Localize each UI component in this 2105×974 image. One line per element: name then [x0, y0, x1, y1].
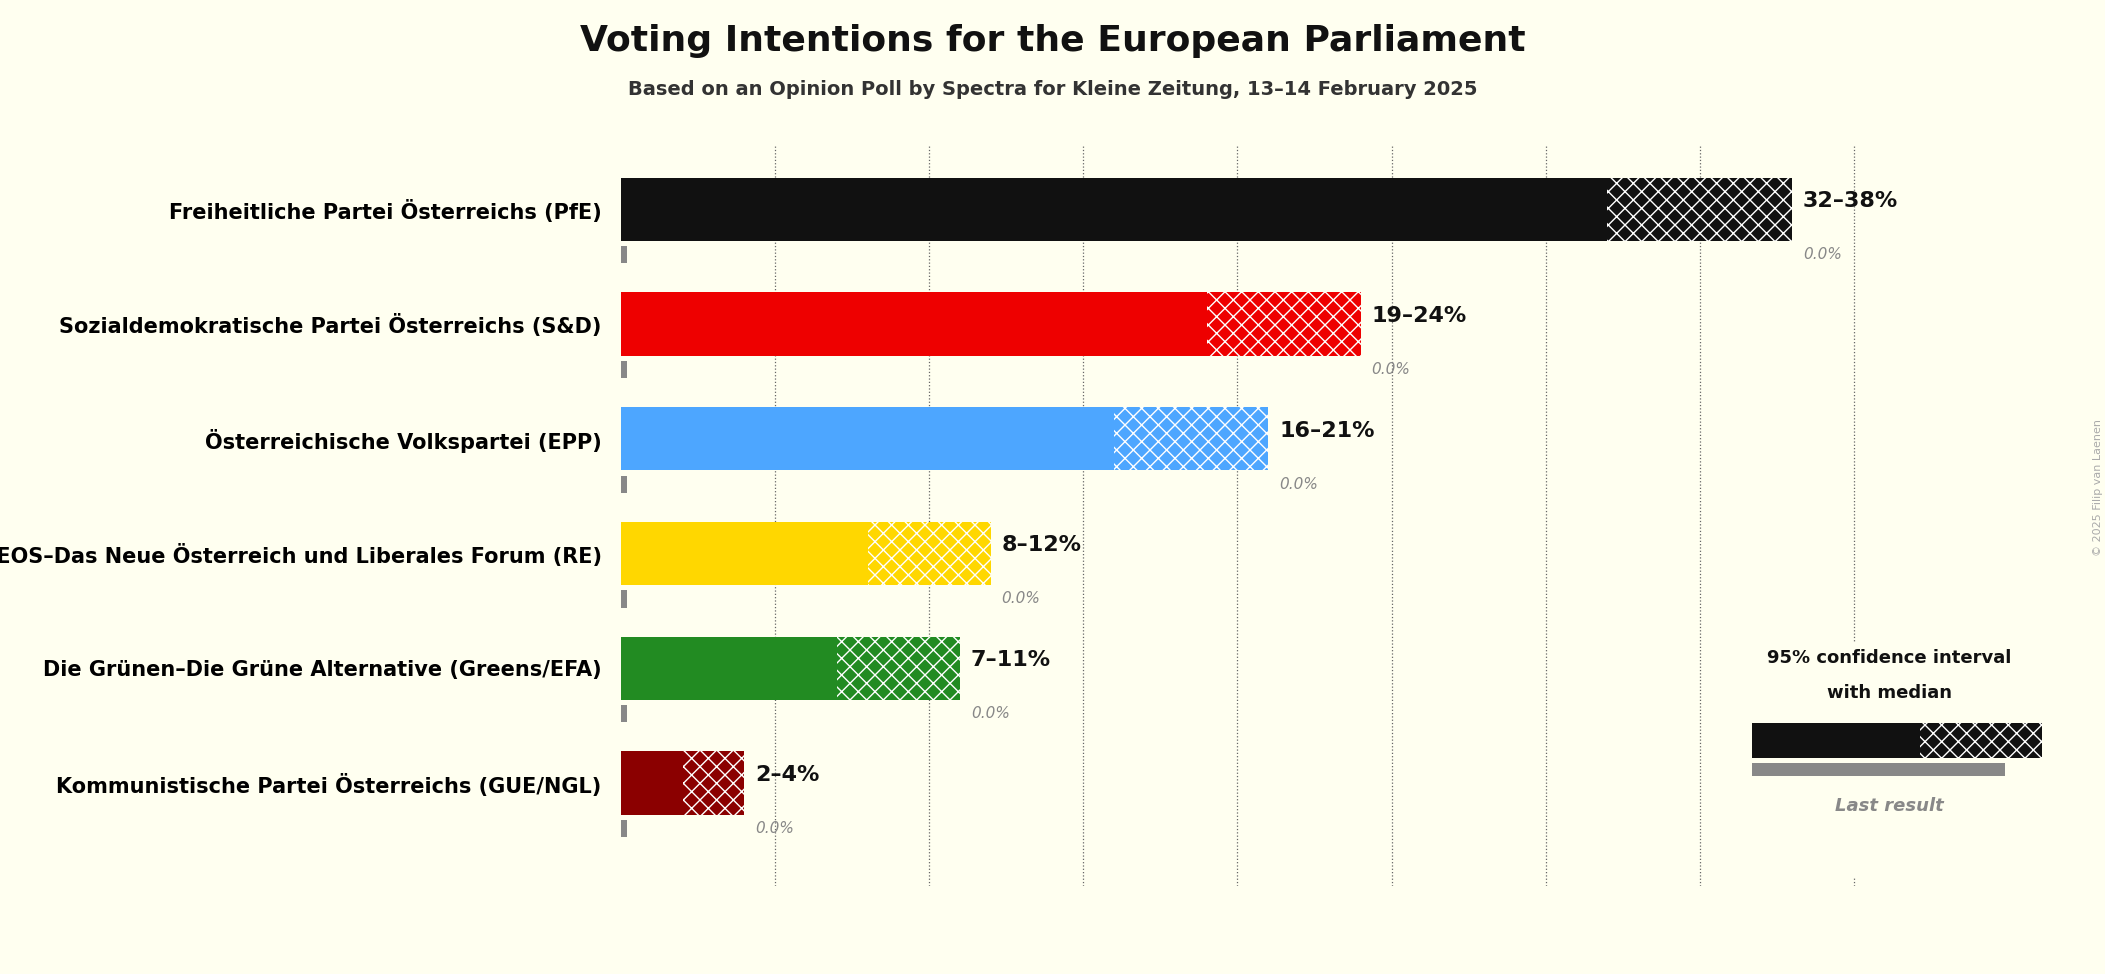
- Bar: [1206, 292, 1360, 356]
- Bar: [621, 475, 627, 493]
- Bar: [1920, 723, 2042, 758]
- Text: Based on an Opinion Poll by Spectra for Kleine Zeitung, 13–14 February 2025: Based on an Opinion Poll by Spectra for …: [627, 80, 1478, 99]
- Text: 2–4%: 2–4%: [756, 765, 819, 785]
- Text: Last result: Last result: [1836, 798, 1943, 815]
- Text: 32–38%: 32–38%: [1804, 191, 1899, 211]
- Bar: [621, 292, 1206, 356]
- Bar: [621, 637, 836, 700]
- Bar: [1608, 177, 1791, 241]
- Bar: [836, 637, 960, 700]
- Bar: [1751, 764, 2006, 775]
- Bar: [867, 522, 991, 585]
- Text: 16–21%: 16–21%: [1280, 421, 1375, 440]
- Bar: [1114, 407, 1267, 470]
- Bar: [621, 246, 627, 263]
- Bar: [621, 590, 627, 608]
- Bar: [621, 705, 627, 723]
- Text: 0.0%: 0.0%: [1002, 591, 1040, 607]
- Text: 0.0%: 0.0%: [756, 821, 794, 836]
- Text: 0.0%: 0.0%: [1372, 362, 1410, 377]
- Text: Voting Intentions for the European Parliament: Voting Intentions for the European Parli…: [579, 24, 1526, 58]
- Bar: [621, 752, 682, 814]
- Text: 8–12%: 8–12%: [1002, 536, 1082, 555]
- Bar: [621, 177, 1608, 241]
- Bar: [621, 820, 627, 837]
- Text: 19–24%: 19–24%: [1372, 306, 1467, 326]
- Text: with median: with median: [1827, 685, 1951, 702]
- Text: 7–11%: 7–11%: [970, 651, 1050, 670]
- Text: 95% confidence interval: 95% confidence interval: [1766, 650, 2012, 667]
- Text: 0.0%: 0.0%: [1280, 476, 1318, 492]
- Text: 0.0%: 0.0%: [1804, 247, 1842, 262]
- Bar: [1751, 723, 1920, 758]
- Bar: [621, 360, 627, 378]
- Bar: [621, 407, 1114, 470]
- Bar: [682, 752, 745, 814]
- Bar: [621, 522, 867, 585]
- Text: © 2025 Filip van Laenen: © 2025 Filip van Laenen: [2092, 419, 2103, 555]
- Text: 0.0%: 0.0%: [970, 706, 1010, 721]
